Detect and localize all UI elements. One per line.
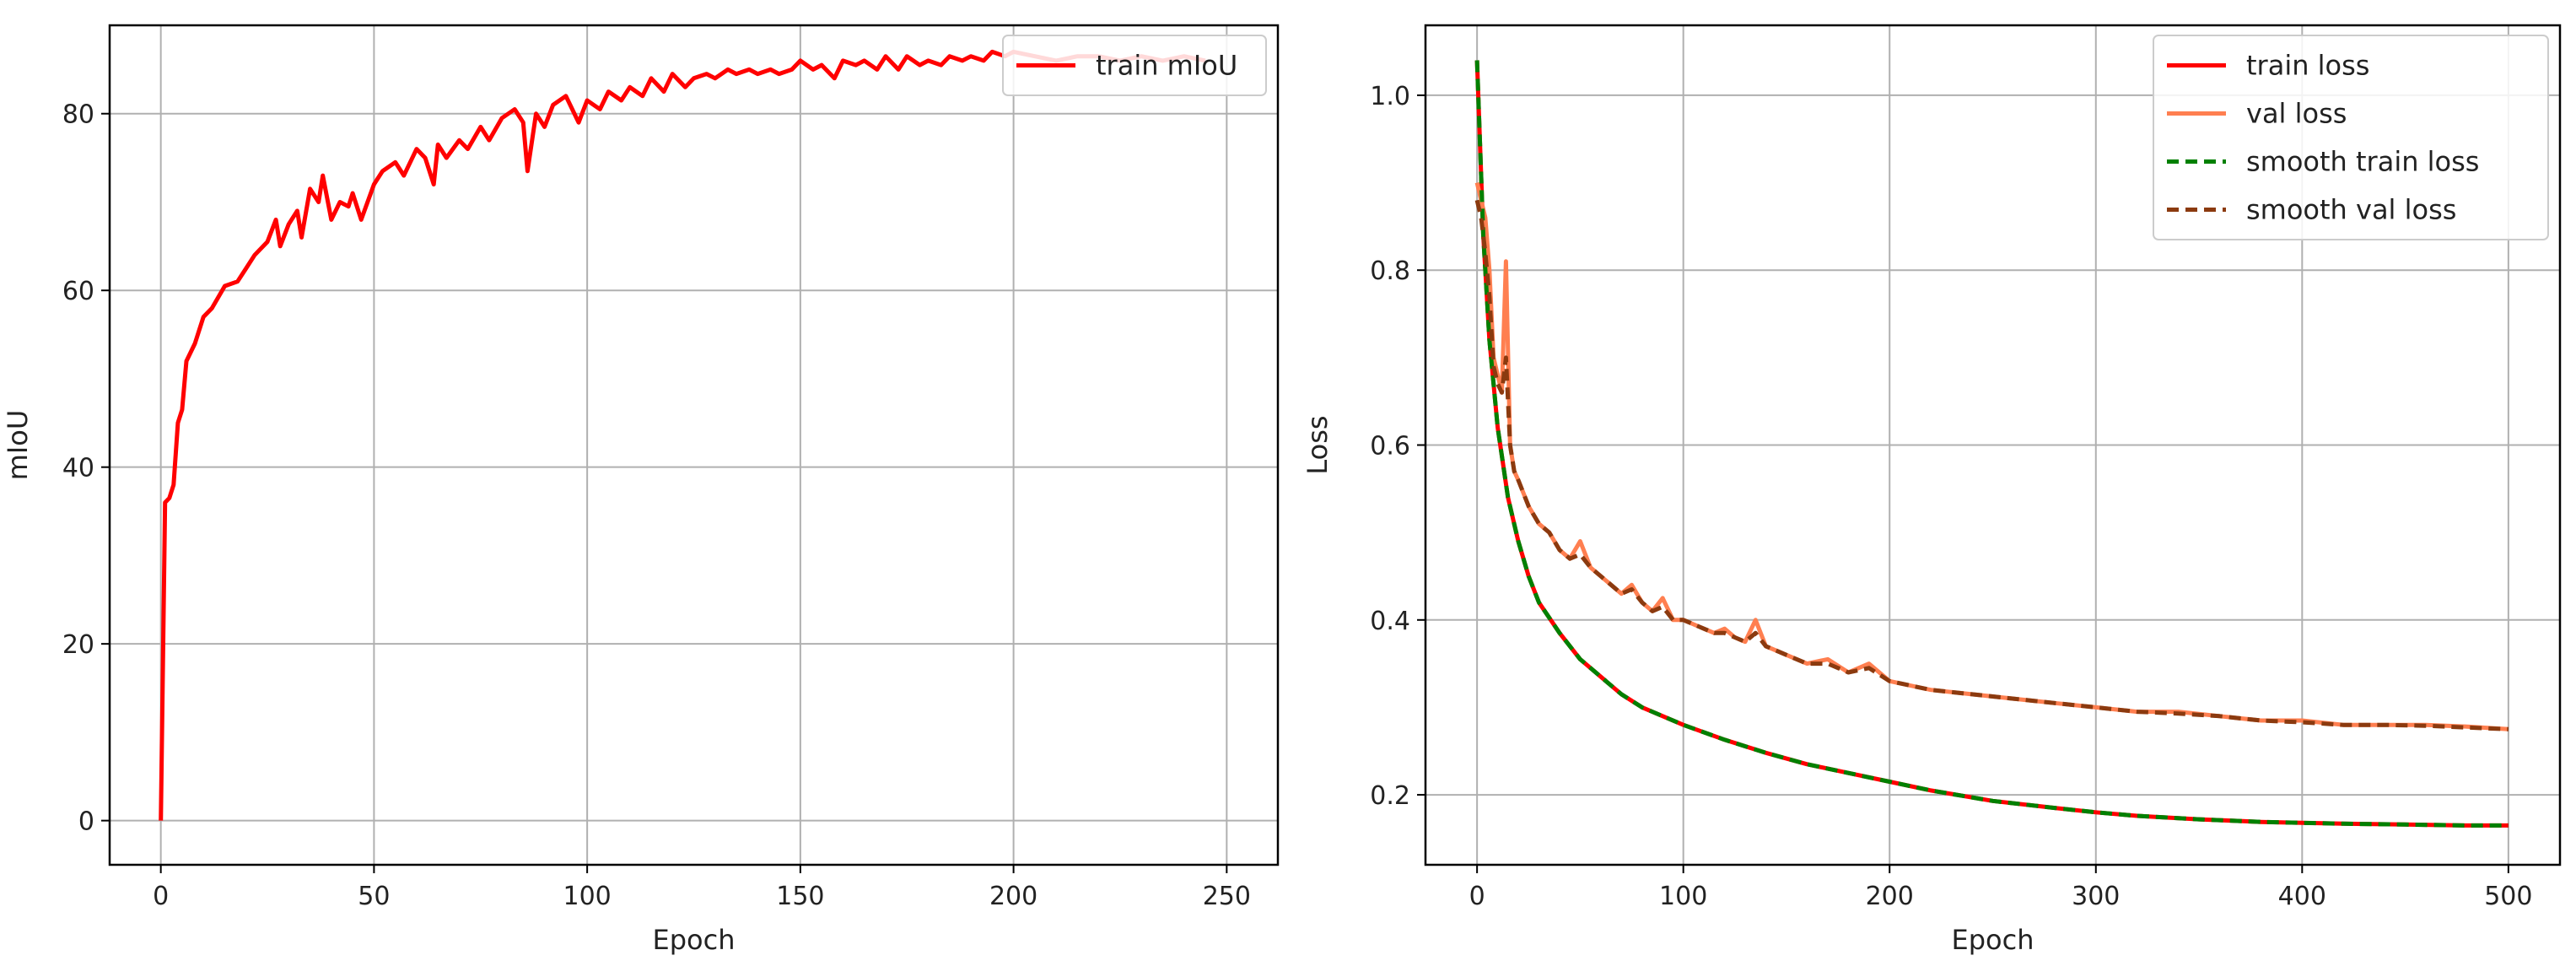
series-line-2 <box>1474 60 2509 828</box>
legend-label: smooth train loss <box>2246 146 2479 178</box>
x-tick-label: 0 <box>1469 882 1485 911</box>
y-tick-label: 0.2 <box>1370 781 1410 811</box>
y-axis-label: Loss <box>1301 415 1334 474</box>
legend: train loss val loss smooth train loss smoot… <box>2153 35 2549 240</box>
y-tick-label: 40 <box>62 454 94 483</box>
x-tick-label: 250 <box>1203 882 1251 911</box>
x-tick-label: 150 <box>776 882 824 911</box>
x-axis-label: Epoch <box>653 924 736 956</box>
y-tick-label: 60 <box>62 277 94 306</box>
y-tick-label: 0.6 <box>1370 432 1410 462</box>
y-tick-label: 0.4 <box>1370 607 1410 636</box>
series-line-3 <box>1474 199 2509 731</box>
y-tick-label: 0 <box>78 807 94 837</box>
loss-chart: 0 100 200 300 400 500 0.2 0.4 0.6 0.8 1.0 Epoch Loss… <box>1301 24 2562 956</box>
y-tick-label: 80 <box>62 100 94 130</box>
legend-label: train mIoU <box>1096 50 1237 82</box>
y-tick-label: 20 <box>62 630 94 660</box>
x-tick-label: 500 <box>2484 882 2532 911</box>
legend-box <box>1002 35 1267 96</box>
y-tick-label: 1.0 <box>1370 82 1410 111</box>
plot-frame <box>108 24 1280 866</box>
x-tick-label: 400 <box>2278 882 2326 911</box>
miou-chart: 0 50 100 150 200 250 0 20 40 60 80 Epoch mIoU train m… <box>2 24 1280 956</box>
legend-label: val loss <box>2246 98 2347 130</box>
y-tick-label: 0.8 <box>1370 256 1410 286</box>
y-axis-label: mIoU <box>2 410 34 481</box>
legend: train mIoU <box>1002 35 1267 96</box>
legend-label: smooth val loss <box>2246 194 2456 226</box>
x-tick-label: 200 <box>1866 882 1914 911</box>
x-tick-label: 0 <box>153 882 169 911</box>
series-line-1 <box>1474 182 2509 731</box>
x-tick-label: 100 <box>1659 882 1707 911</box>
legend-label: train loss <box>2246 50 2369 82</box>
legend-box <box>2153 35 2549 240</box>
x-tick-label: 100 <box>563 882 611 911</box>
series-line-0 <box>159 49 1206 821</box>
x-axis-label: Epoch <box>1952 924 2034 956</box>
x-tick-label: 200 <box>989 882 1037 911</box>
x-tick-label: 300 <box>2072 882 2120 911</box>
x-tick-label: 50 <box>358 882 390 911</box>
